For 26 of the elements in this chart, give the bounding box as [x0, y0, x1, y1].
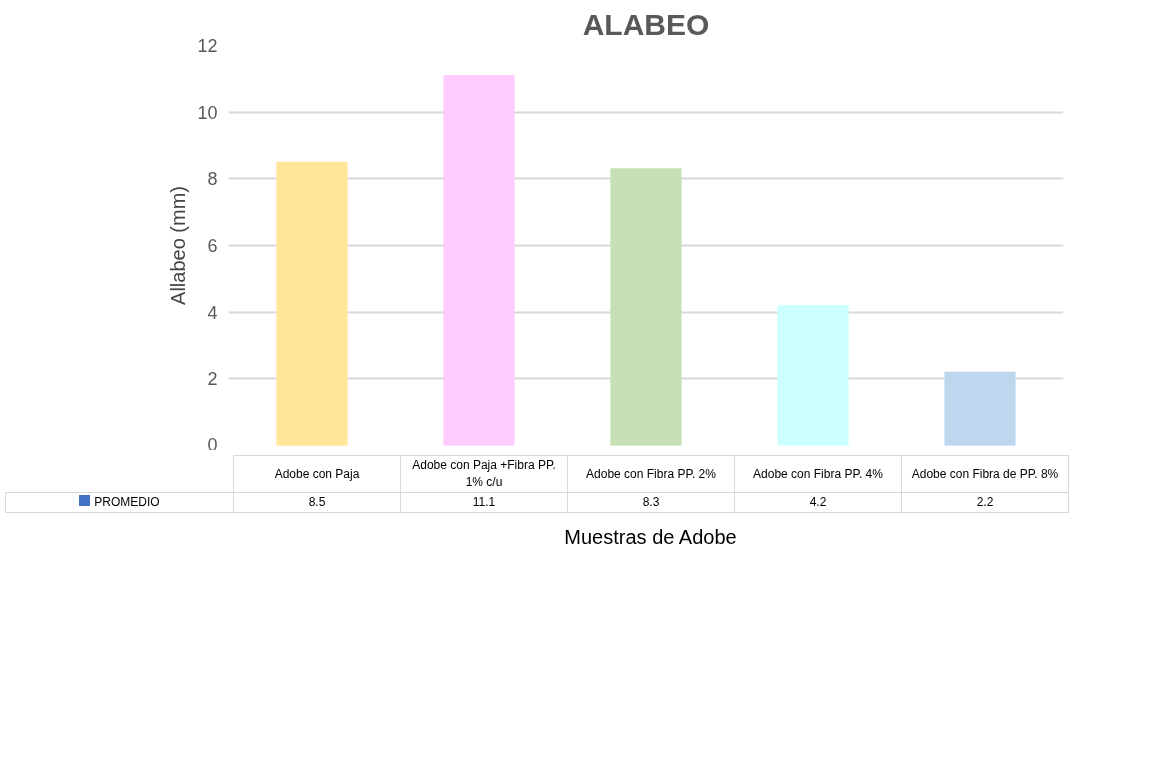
y-tick-label: 4	[207, 302, 218, 323]
data-label: 11.1	[400, 492, 568, 513]
data-label: 4.2	[734, 492, 902, 513]
data-label: 2.2	[901, 492, 1069, 513]
text: PROMEDIO	[5, 492, 234, 513]
y-tick-label: 2	[207, 369, 218, 390]
chart-title: ALABEO	[582, 7, 710, 41]
x-tick-label: Adobe con Fibra PP. 4%	[734, 455, 902, 493]
y-tick-label: 8	[207, 169, 218, 190]
x-tick-label: Adobe con Fibra PP. 2%	[567, 455, 735, 493]
x-tick-label: Adobe con Fibra de PP. 8%	[901, 455, 1069, 493]
data-label: 8.5	[233, 492, 401, 513]
y-tick-label: 0	[207, 434, 218, 455]
y-tick-label: 6	[207, 236, 218, 256]
x-axis-title: Muestras de Adobe	[563, 525, 738, 551]
y-tick-label: 12	[197, 36, 218, 56]
x-tick-label: Adobe con Paja	[233, 455, 401, 493]
y-axis-title: Allabeo (mm)	[167, 186, 190, 305]
data-label: 8.3	[567, 492, 735, 513]
x-tick-label: Adobe con Paja +Fibra PP. 1% c/u	[400, 455, 568, 493]
bar	[777, 305, 849, 446]
bar	[443, 75, 515, 446]
bar	[610, 168, 682, 446]
y-tick-label: 10	[197, 102, 218, 123]
bar	[944, 371, 1016, 446]
bar	[276, 161, 348, 446]
